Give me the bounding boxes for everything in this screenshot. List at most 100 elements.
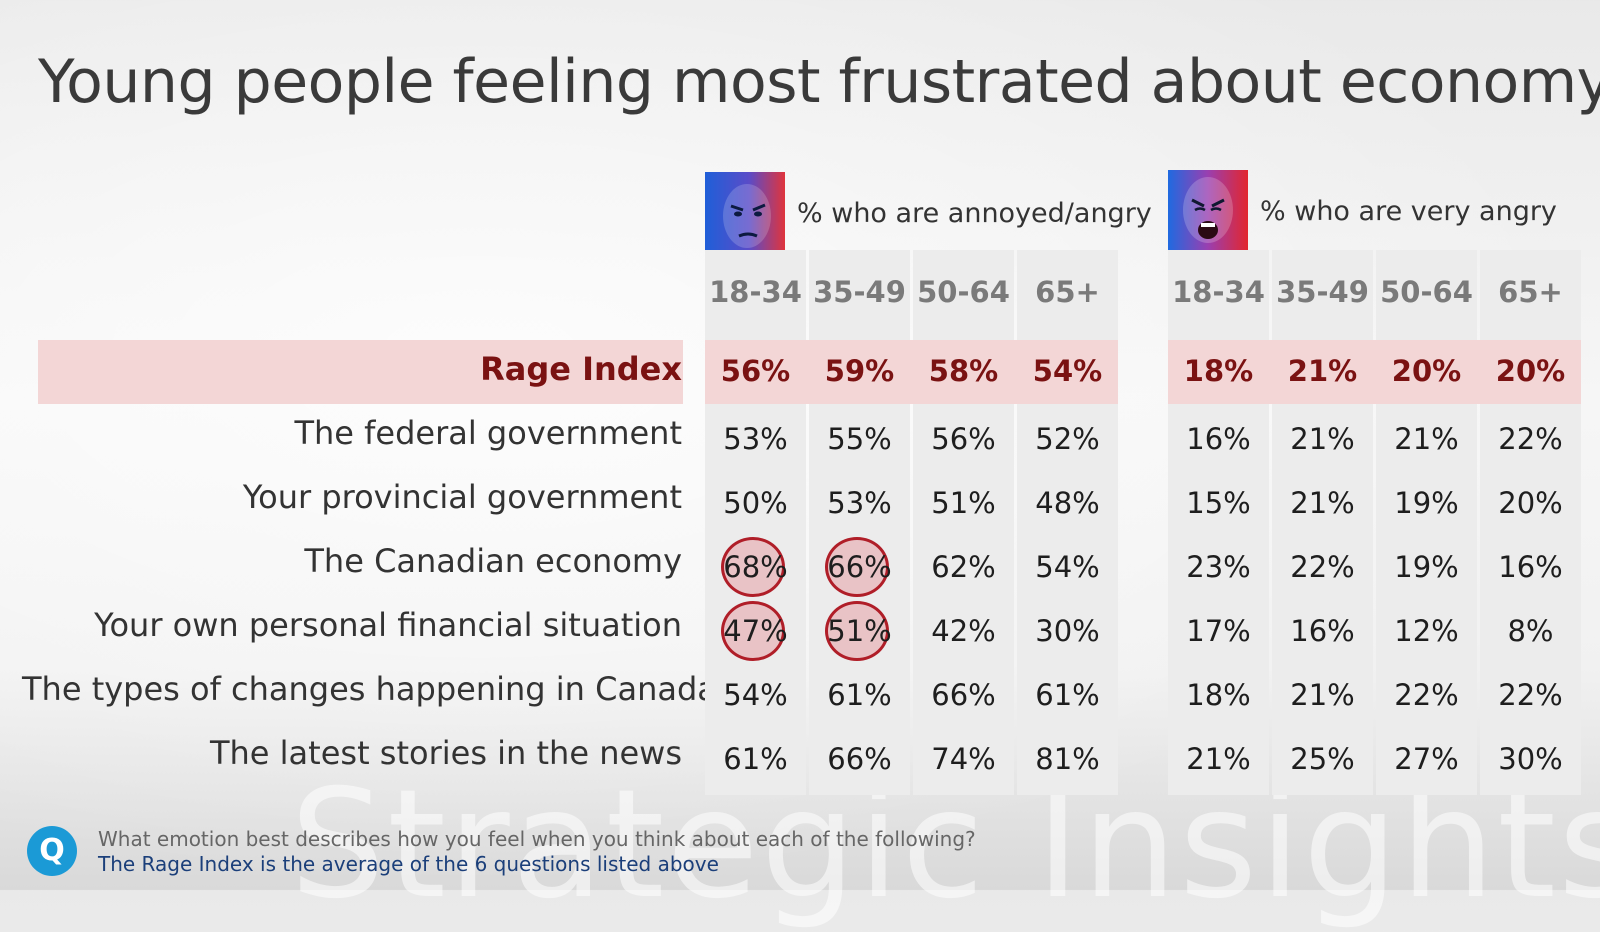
table-cell: 30% [1017,600,1118,662]
table-cell: 55% [809,408,910,470]
table-cell: 42% [913,600,1014,662]
cell-value: 55% [827,422,892,456]
cell-value: 56% [720,354,791,388]
table-cell: 61% [705,728,806,790]
table-cell: 56% [913,408,1014,470]
cell-value: 66% [931,678,996,712]
rage-index-cell: 58% [913,340,1014,402]
cell-value: 23% [1186,550,1251,584]
highlight-circle [825,537,889,597]
footnote-note: The Rage Index is the average of the 6 q… [98,852,719,876]
cell-value: 15% [1186,486,1251,520]
cell-value: 66% [827,550,892,584]
column-header-50-64: 50-64 [917,275,1010,309]
column-header-65plus: 65+ [1035,275,1100,309]
table-cell: 22% [1272,536,1373,598]
table-cell: 54% [705,664,806,726]
cell-value: 50% [723,486,788,520]
cell-value: 8% [1507,614,1554,648]
table-cell: 21% [1272,472,1373,534]
cell-value: 47% [723,614,788,648]
highlight-circle [825,601,889,661]
column-header-35-49: 35-49 [1276,275,1369,309]
rage-index-cell: 20% [1376,340,1477,402]
table-cell: 22% [1480,408,1581,470]
row-label: The Canadian economy [304,542,682,580]
row-label: The federal government [294,414,682,452]
column-header-18-34: 18-34 [1172,275,1265,309]
cell-value: 66% [827,742,892,776]
table-cell: 61% [1017,664,1118,726]
table-cell: 30% [1480,728,1581,790]
table-cell: 53% [705,408,806,470]
table-cell: 22% [1480,664,1581,726]
table-cell: 16% [1272,600,1373,662]
cell-value: 61% [723,742,788,776]
cell-value: 54% [1035,550,1100,584]
cell-value: 62% [931,550,996,584]
cell-value: 30% [1035,614,1100,648]
cell-value: 51% [827,614,892,648]
table-cell: 62% [913,536,1014,598]
table-cell: 18% [1168,664,1269,726]
table-cell: 12% [1376,600,1477,662]
rage-index-cell: 59% [809,340,910,402]
table-cell: 8% [1480,600,1581,662]
table-cell: 52% [1017,408,1118,470]
table-cell: 16% [1168,408,1269,470]
cell-value: 21% [1290,678,1355,712]
column-header-18-34: 18-34 [709,275,802,309]
cell-value: 18% [1183,354,1254,388]
table-cell: 19% [1376,536,1477,598]
cell-value: 53% [827,486,892,520]
table-cell: 48% [1017,472,1118,534]
cell-value: 53% [723,422,788,456]
cell-value: 54% [1032,354,1103,388]
rage-index-band [1168,340,1581,404]
table-cell: 53% [809,472,910,534]
cell-value: 61% [827,678,892,712]
table-cell: 19% [1376,472,1477,534]
cell-value: 19% [1394,550,1459,584]
table-cell: 21% [1272,408,1373,470]
cell-value: 21% [1186,742,1251,776]
panel-header-very-angry: % who are very angry [1168,170,1557,252]
table-cell: 61% [809,664,910,726]
rage-index-label: Rage Index [480,350,682,388]
cell-value: 25% [1290,742,1355,776]
cell-value: 22% [1498,678,1563,712]
cell-value: 51% [931,486,996,520]
cell-value: 48% [1035,486,1100,520]
cell-value: 81% [1035,742,1100,776]
cell-value: 59% [824,354,895,388]
cell-value: 42% [931,614,996,648]
row-label: Your own personal financial situation [94,606,682,644]
table-cell: 21% [1376,408,1477,470]
row-label: Your provincial government [242,478,682,516]
table-cell: 66% [809,536,910,598]
table-cell: 66% [913,664,1014,726]
table-cell: 25% [1272,728,1373,790]
table-cell: 81% [1017,728,1118,790]
column-header-50-64: 50-64 [1380,275,1473,309]
table-cell: 21% [1168,728,1269,790]
cell-value: 22% [1498,422,1563,456]
page-title: Young people feeling most frustrated abo… [38,47,1600,117]
column-header-65plus: 65+ [1498,275,1563,309]
cell-value: 21% [1287,354,1358,388]
table-cell: 17% [1168,600,1269,662]
cell-value: 16% [1498,550,1563,584]
cell-value: 61% [1035,678,1100,712]
rage-index-cell: 56% [705,340,806,402]
cell-value: 21% [1394,422,1459,456]
table-cell: 15% [1168,472,1269,534]
row-label: The latest stories in the news [209,734,682,772]
table-cell: 74% [913,728,1014,790]
row-label: The types of changes happening in Canada [22,670,717,708]
panel-header-annoyed: % who are annoyed/angry [705,172,1152,254]
cell-value: 27% [1394,742,1459,776]
q-logo-icon: Q [27,826,77,876]
column-header-35-49: 35-49 [813,275,906,309]
panel-label-very-angry: % who are very angry [1260,195,1557,227]
cell-value: 22% [1290,550,1355,584]
